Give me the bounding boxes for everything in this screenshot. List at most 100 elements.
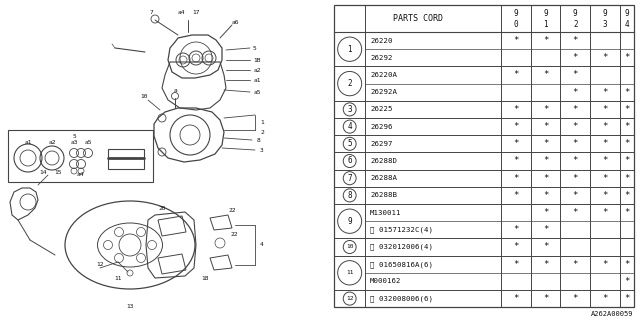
Text: *: * <box>543 191 548 200</box>
Text: a1: a1 <box>24 140 32 145</box>
Text: 8: 8 <box>348 191 352 200</box>
Text: 3: 3 <box>348 105 352 114</box>
Text: *: * <box>513 36 518 45</box>
Text: 4: 4 <box>260 242 264 246</box>
Text: *: * <box>624 139 629 148</box>
Text: *: * <box>602 174 607 183</box>
Text: *: * <box>602 208 607 217</box>
Text: a2: a2 <box>253 68 260 73</box>
Text: 3: 3 <box>603 20 607 29</box>
Text: 10: 10 <box>346 244 353 250</box>
Text: a6: a6 <box>231 20 239 26</box>
Text: *: * <box>573 156 578 165</box>
Text: 4: 4 <box>348 122 352 131</box>
Text: *: * <box>513 105 518 114</box>
Text: *: * <box>624 208 629 217</box>
Text: 7: 7 <box>150 11 154 15</box>
Text: 15: 15 <box>54 171 61 175</box>
Text: 13: 13 <box>126 303 134 308</box>
Text: *: * <box>513 156 518 165</box>
Text: Ⓦ 032008006(6): Ⓦ 032008006(6) <box>370 295 433 302</box>
Text: *: * <box>602 139 607 148</box>
Text: *: * <box>624 105 629 114</box>
Text: *: * <box>602 260 607 269</box>
Text: 9: 9 <box>573 9 577 18</box>
Text: *: * <box>573 174 578 183</box>
Text: *: * <box>573 53 578 62</box>
Text: *: * <box>573 139 578 148</box>
Text: 4: 4 <box>625 20 629 29</box>
Text: 18: 18 <box>201 276 209 281</box>
Text: *: * <box>513 294 518 303</box>
Bar <box>8 130 153 182</box>
Text: a5: a5 <box>84 140 92 145</box>
Text: *: * <box>602 122 607 131</box>
Text: *: * <box>573 88 578 97</box>
Text: *: * <box>573 260 578 269</box>
Bar <box>108 149 144 169</box>
Text: Ⓑ 01571232C(4): Ⓑ 01571232C(4) <box>370 227 433 233</box>
Text: 9: 9 <box>603 9 607 18</box>
Text: *: * <box>543 139 548 148</box>
Text: *: * <box>513 260 518 269</box>
Text: 26220: 26220 <box>370 37 393 44</box>
Text: 5: 5 <box>348 139 352 148</box>
Text: 26288B: 26288B <box>370 192 397 198</box>
Text: *: * <box>543 174 548 183</box>
Text: 26292: 26292 <box>370 55 393 61</box>
Text: 7: 7 <box>348 174 352 183</box>
Text: a5: a5 <box>253 90 260 94</box>
Text: *: * <box>624 122 629 131</box>
Text: *: * <box>543 122 548 131</box>
Text: *: * <box>624 277 629 286</box>
Text: 20: 20 <box>158 205 166 211</box>
Text: *: * <box>543 70 548 79</box>
Text: *: * <box>543 260 548 269</box>
Text: 22: 22 <box>228 207 236 212</box>
Text: *: * <box>573 294 578 303</box>
Text: a: a <box>173 87 177 92</box>
Text: 17: 17 <box>192 11 200 15</box>
Text: 26297: 26297 <box>370 141 393 147</box>
Text: *: * <box>602 53 607 62</box>
Text: 10: 10 <box>140 94 148 100</box>
Text: *: * <box>624 88 629 97</box>
Text: *: * <box>624 174 629 183</box>
Text: 9: 9 <box>514 9 518 18</box>
Text: *: * <box>573 191 578 200</box>
Text: 26220A: 26220A <box>370 72 397 78</box>
Text: Ⓦ 032012006(4): Ⓦ 032012006(4) <box>370 244 433 250</box>
Text: a4: a4 <box>177 11 185 15</box>
Text: 9: 9 <box>543 9 548 18</box>
Text: M000162: M000162 <box>370 278 402 284</box>
Text: 12: 12 <box>346 296 353 301</box>
Text: 1: 1 <box>543 20 548 29</box>
Text: *: * <box>602 294 607 303</box>
Text: *: * <box>513 225 518 234</box>
Text: Ⓑ 01650816A(6): Ⓑ 01650816A(6) <box>370 261 433 268</box>
Text: *: * <box>543 105 548 114</box>
Text: *: * <box>543 294 548 303</box>
Text: 26225: 26225 <box>370 106 393 112</box>
Text: a3: a3 <box>70 140 77 145</box>
Text: 26292A: 26292A <box>370 89 397 95</box>
Text: 1B: 1B <box>253 58 260 62</box>
Text: *: * <box>573 208 578 217</box>
Text: *: * <box>624 53 629 62</box>
Text: a2: a2 <box>48 140 56 145</box>
Text: *: * <box>624 191 629 200</box>
Text: 9: 9 <box>348 217 352 226</box>
Text: 11: 11 <box>115 276 122 281</box>
Text: *: * <box>573 70 578 79</box>
Text: *: * <box>543 243 548 252</box>
Text: PARTS CORD: PARTS CORD <box>392 14 442 23</box>
Text: *: * <box>513 243 518 252</box>
Text: 5: 5 <box>72 133 76 139</box>
Text: *: * <box>543 36 548 45</box>
Text: *: * <box>513 191 518 200</box>
Text: 6: 6 <box>348 156 352 165</box>
Text: *: * <box>602 105 607 114</box>
Text: A262A00059: A262A00059 <box>591 311 634 317</box>
Text: *: * <box>624 156 629 165</box>
Text: *: * <box>543 156 548 165</box>
